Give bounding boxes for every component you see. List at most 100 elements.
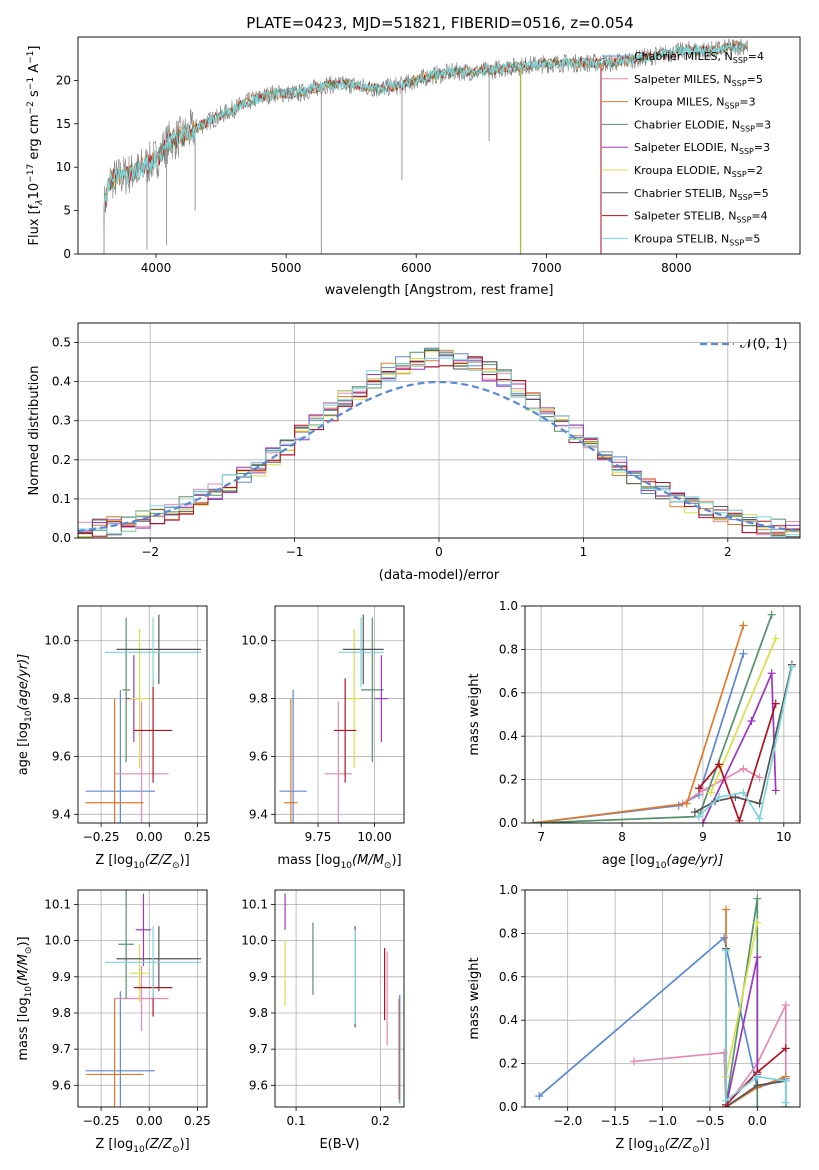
- mass-weight-line: [698, 703, 777, 823]
- x-tick-label: 0.1: [287, 1114, 306, 1128]
- x-tick-label: 5000: [271, 261, 302, 275]
- mass-weight-marker: [747, 717, 756, 726]
- mass-weight-marker: [767, 669, 776, 678]
- x-tick-label: 0: [435, 545, 443, 559]
- x-tick-label: −1: [286, 545, 304, 559]
- errorbars: [279, 614, 389, 823]
- axes-frame: [77, 605, 208, 824]
- x-tick-label: 10.00: [357, 830, 391, 844]
- mass-weight-line: [725, 922, 759, 1077]
- y-tick-label: 15: [56, 117, 71, 131]
- mass-weight-marker: [529, 819, 538, 823]
- mass-weight-marker: [753, 953, 762, 962]
- mass-weight-marker: [739, 649, 748, 658]
- y-tick-label: 0: [63, 247, 71, 261]
- errorbars: [85, 614, 202, 823]
- mass-weight-line: [533, 614, 773, 823]
- y-axis-label: mass weight: [467, 673, 482, 755]
- y-tick-label: 10.0: [241, 934, 268, 948]
- mass-weight-vs-Z-panel: −2.0 −1.5 −1.0 −0.5 0.0 0.0 0.2 0.4 0.6 0.8 1.0 Z […: [467, 883, 801, 1155]
- y-tick-label: 10: [56, 160, 71, 174]
- errorbar: [114, 701, 169, 823]
- y-tick-label: 9.6: [249, 749, 268, 763]
- model-spectrum-line: [103, 40, 748, 204]
- y-tick-label: 9.9: [52, 970, 71, 984]
- y-tick-label: 9.6: [249, 1078, 268, 1092]
- axes-frame: [77, 889, 208, 1108]
- weight-lines: [529, 610, 796, 823]
- mass-weight-marker: [722, 1096, 731, 1105]
- x-tick-label: 7: [537, 830, 545, 844]
- x-tick-label: 2: [724, 545, 732, 559]
- x-axis-label: wavelength [Angstrom, rest frame]: [325, 283, 554, 298]
- x-tick-label: 0.25: [184, 830, 211, 844]
- mass-weight-marker: [630, 1057, 639, 1066]
- mass-weight-marker: [781, 1076, 790, 1085]
- errorbar: [85, 689, 156, 823]
- y-tick-label: 9.6: [52, 1078, 71, 1092]
- errorbar: [114, 965, 169, 1032]
- errorbar: [129, 944, 150, 1003]
- errorbar: [85, 991, 156, 1107]
- x-axis-label: mass [log10(M/M⊙)]: [277, 853, 401, 871]
- errorbar: [85, 998, 144, 1107]
- x-tick-label: 0.25: [184, 1114, 211, 1128]
- errorbars: [85, 890, 202, 1107]
- mass-weight-marker: [739, 764, 748, 773]
- x-tick-label: 9.75: [305, 830, 332, 844]
- errorbar: [104, 926, 202, 999]
- y-tick-label: 0.8: [499, 642, 518, 656]
- x-tick-label: −2.0: [553, 1114, 582, 1128]
- axes-frame: [77, 36, 801, 255]
- errorbar: [135, 893, 152, 966]
- mass-weight-line: [532, 625, 745, 823]
- x-axis-label: Z [log10(Z/Z⊙)]: [615, 1137, 709, 1155]
- legend-entry-label: Salpeter ELODIE, NSSP=3: [634, 141, 770, 156]
- legend-entry-label: Kroupa MILES, NSSP=3: [634, 96, 756, 111]
- mass-weight-marker: [707, 788, 716, 797]
- y-tick-label: 0.3: [52, 414, 71, 428]
- legend-entry-label: Kroupa ELODIE, NSSP=2: [634, 164, 763, 179]
- mass-weight-marker: [535, 1092, 544, 1101]
- y-tick-label: 5: [63, 204, 71, 218]
- y-axis-label: mass weight: [467, 957, 482, 1039]
- y-tick-label: 0.4: [52, 375, 71, 389]
- axes-frame: [274, 605, 405, 824]
- y-tick-label: 0.4: [499, 1013, 518, 1027]
- axes-frame: [524, 889, 801, 1108]
- y-tick-label: 10.1: [44, 897, 71, 911]
- mass-weight-marker: [781, 1044, 790, 1053]
- axes-frame: [77, 322, 801, 539]
- y-axis-label: age [log10(age/yr)]: [16, 654, 34, 776]
- mass-vs-EBV-panel: 0.1 0.2 9.6 9.7 9.8 9.9 10.0 10.1 E(B-V): [241, 889, 405, 1152]
- legend-entry-label: Chabrier STELIB, NSSP=5: [634, 187, 769, 202]
- mass-weight-marker: [739, 621, 748, 630]
- x-tick-label: 8: [618, 830, 626, 844]
- x-tick-label: −2: [141, 545, 159, 559]
- mass-weight-marker: [753, 1072, 762, 1081]
- mass-weight-marker: [755, 814, 764, 823]
- x-axis-label: age [log10(age/yr)]: [602, 853, 724, 871]
- y-tick-label: 0.2: [499, 1057, 518, 1071]
- model-spectrum-line: [103, 42, 748, 210]
- y-tick-label: 10.1: [241, 897, 268, 911]
- y-tick-label: 9.8: [249, 1006, 268, 1020]
- errorbar: [284, 698, 298, 823]
- legend-entry-label: Salpeter STELIB, NSSP=4: [634, 210, 768, 225]
- mass-weight-marker: [753, 1103, 762, 1107]
- y-tick-label: 0.0: [499, 816, 518, 830]
- mass-weight-line: [710, 638, 777, 793]
- legend-entry-label: Chabrier MILES, NSSP=4: [634, 50, 764, 65]
- mass-weight-marker: [682, 799, 691, 808]
- x-axis-label: (data-model)/error: [379, 568, 500, 583]
- y-tick-label: 0.4: [499, 729, 518, 743]
- residual-histograms: [78, 347, 800, 538]
- y-tick-label: 9.9: [249, 970, 268, 984]
- y-tick-label: 1.0: [499, 599, 518, 613]
- errorbars: [284, 893, 401, 1104]
- x-tick-label: 0.0: [748, 1114, 767, 1128]
- spectrum-lines: [103, 38, 748, 254]
- y-tick-label: 0.8: [499, 926, 518, 940]
- mass-weight-marker: [720, 1048, 729, 1057]
